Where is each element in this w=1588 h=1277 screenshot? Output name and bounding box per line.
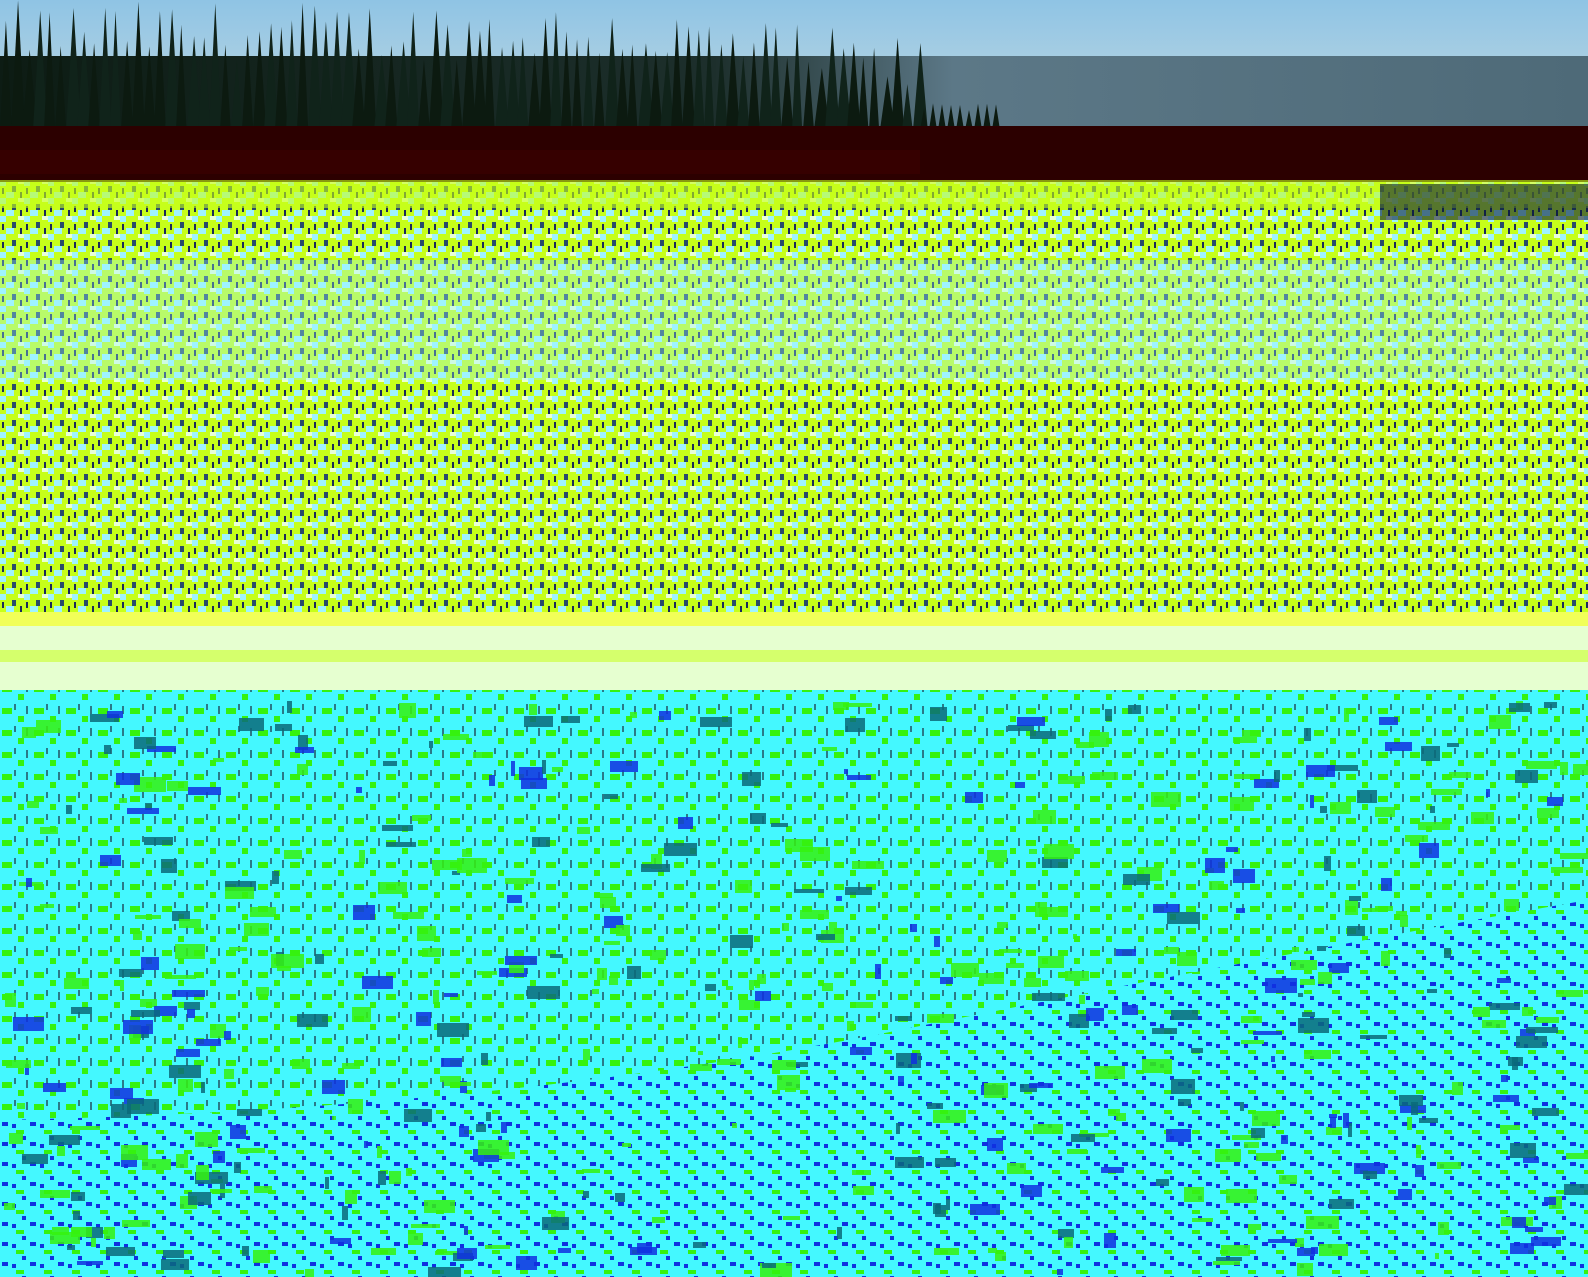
- treeline: [0, 0, 1000, 131]
- field: [0, 182, 1588, 612]
- noise-blocks: [4, 701, 1588, 1277]
